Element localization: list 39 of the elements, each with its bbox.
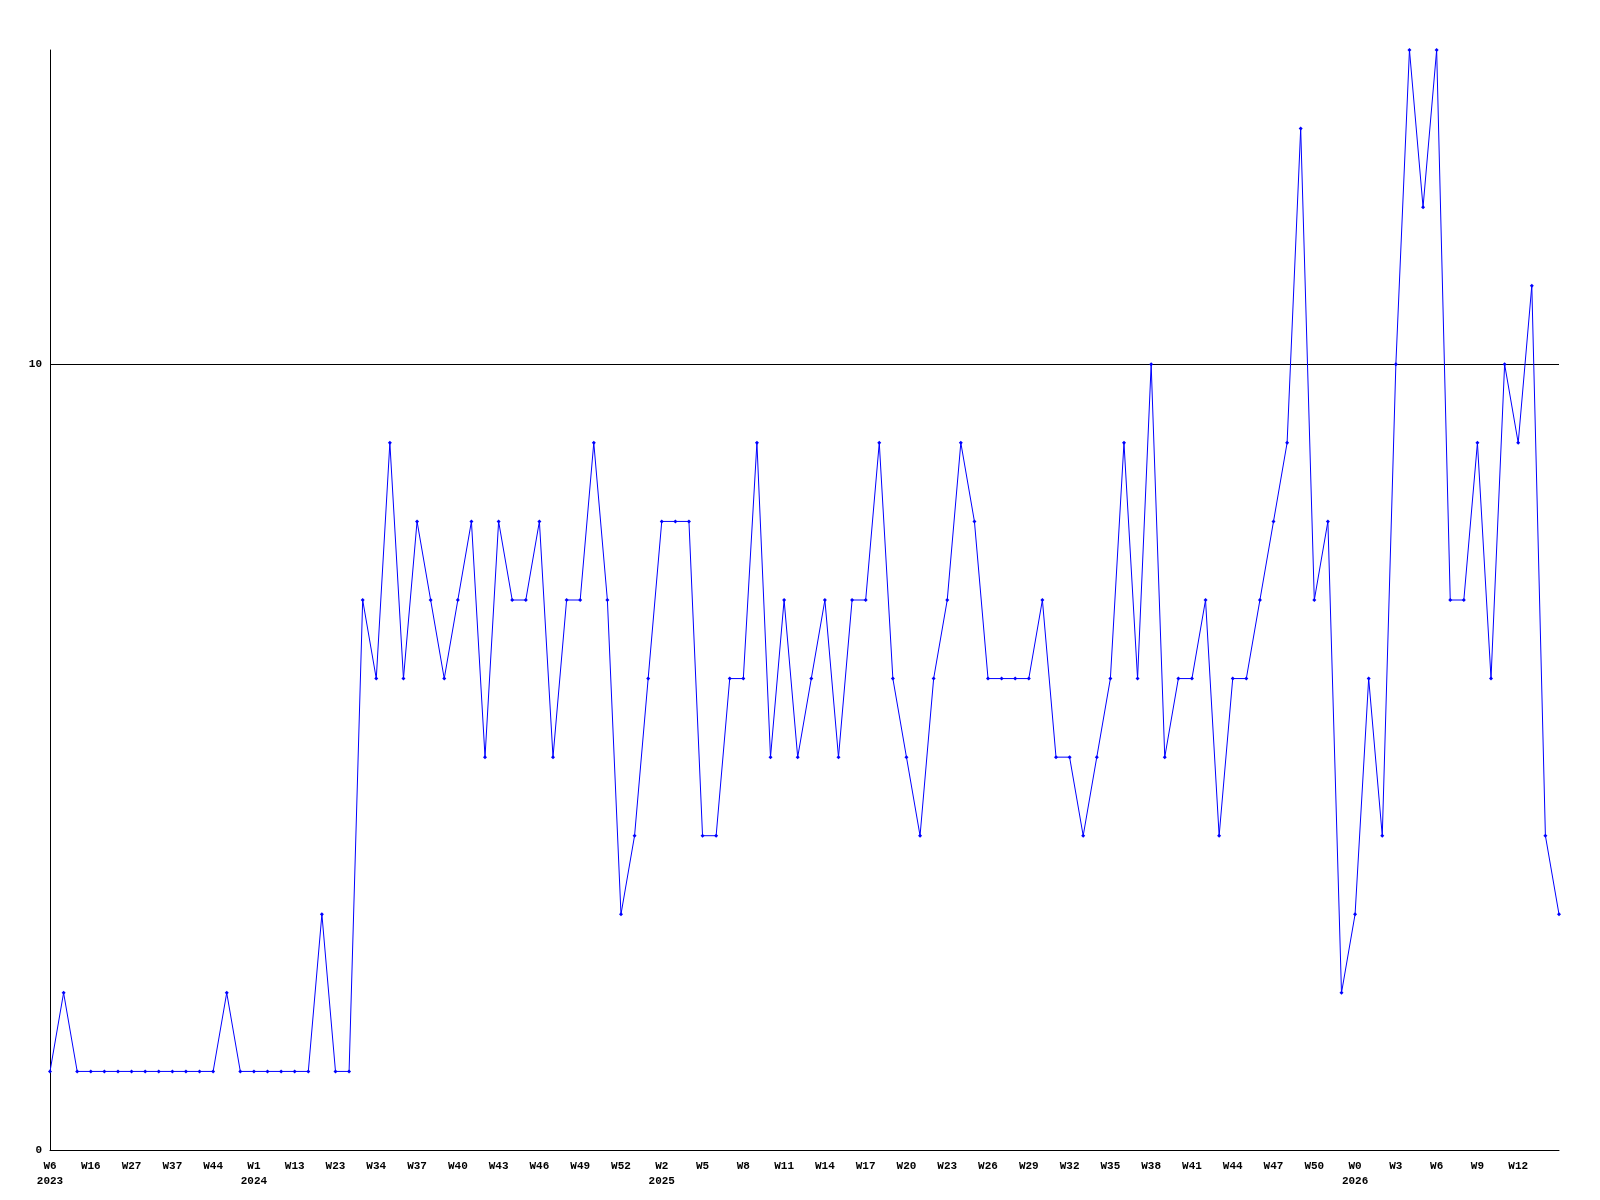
x-tick-label: W11: [774, 1159, 795, 1172]
x-tick-label: W20: [896, 1159, 917, 1172]
x-tick-label: W6: [1430, 1159, 1444, 1172]
x-tick-label: W9: [1470, 1159, 1485, 1172]
x-tick-label: W50: [1304, 1159, 1325, 1172]
x-tick-label: W13: [284, 1159, 305, 1172]
x-tick-label: W37: [162, 1159, 183, 1172]
x-tick-label: W52: [611, 1159, 631, 1172]
x-tick-label: W16: [80, 1159, 101, 1172]
x-tick-label: W49: [570, 1159, 591, 1172]
x-tick-label: W27: [121, 1159, 142, 1172]
x-tick-label: W3: [1389, 1159, 1403, 1172]
x-tick-label: W1 2024: [240, 1159, 268, 1187]
x-tick-label: W40: [447, 1159, 468, 1172]
x-tick-label: W34: [366, 1159, 387, 1172]
x-tick-label: W8: [736, 1159, 751, 1172]
x-tick-label: W23: [937, 1159, 958, 1172]
x-tick-label: W46: [529, 1159, 550, 1172]
x-tick-label: W37: [407, 1159, 427, 1172]
x-tick-label: W35: [1100, 1159, 1121, 1172]
x-tick-label: W41: [1182, 1159, 1203, 1172]
y-tick-label: 10: [28, 358, 42, 371]
x-tick-label: W26: [978, 1159, 998, 1172]
x-tick-label: W32: [1059, 1159, 1080, 1172]
x-tick-label: W6 2023: [36, 1159, 64, 1187]
x-tick-label: W44: [1222, 1159, 1244, 1172]
x-tick-label: W12: [1508, 1159, 1529, 1172]
x-tick-label: W47: [1263, 1159, 1284, 1172]
x-tick-label: W43: [488, 1159, 509, 1172]
x-tick-label: W0 2026: [1341, 1159, 1369, 1187]
x-tick-label: W2 2025: [648, 1159, 676, 1187]
x-tick-label: W29: [1018, 1159, 1039, 1172]
x-tick-label: W38: [1141, 1159, 1162, 1172]
x-tick-label: W14: [814, 1159, 836, 1172]
x-tick-label: W23: [325, 1159, 346, 1172]
x-tick-label: W44: [203, 1159, 224, 1172]
x-tick-label: W5: [695, 1159, 710, 1172]
x-tick-label: W17: [855, 1159, 876, 1172]
y-tick-label: 0: [35, 1144, 42, 1156]
